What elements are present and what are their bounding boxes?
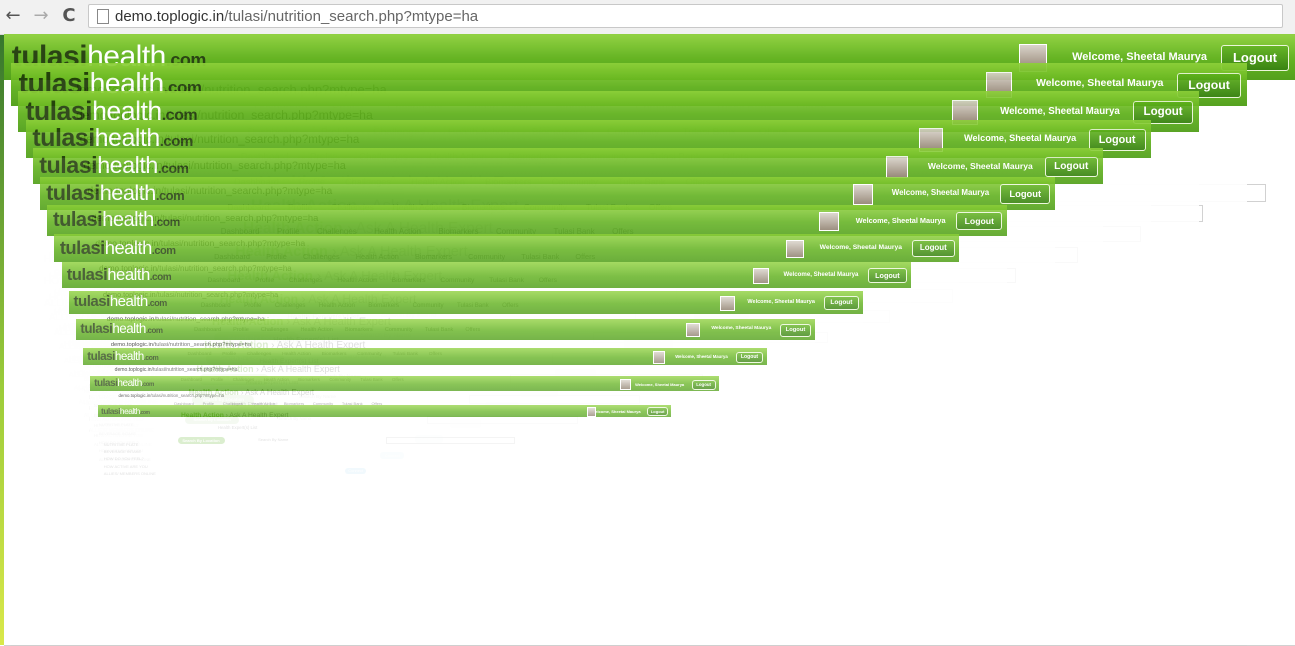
logo-suffix: .com — [156, 188, 184, 203]
logout-button[interactable]: Logout — [780, 324, 811, 337]
site-header: tulasihealth.com Logout Welcome, Sheetal M… — [90, 376, 719, 391]
welcome-text: Welcome, Sheetal Maurya — [635, 382, 684, 387]
logout-button[interactable]: Logout — [824, 296, 859, 310]
welcome-text: Welcome, Sheetal Maurya — [856, 216, 946, 225]
logo-text: tulasi — [46, 180, 100, 205]
logo-text: tulasi — [39, 152, 97, 178]
page-icon — [97, 9, 109, 24]
site-logo[interactable]: tulasihealth.com — [74, 293, 167, 310]
welcome-text: Welcome, Sheetal Maurya — [784, 271, 859, 278]
address-text: demo.toplogic.in/tulasi/nutrition_search… — [119, 393, 225, 398]
logo-text: tulasi — [67, 265, 108, 284]
address-bar[interactable]: demo.toplogic.in/tulasi/nutrition_search… — [88, 4, 1283, 28]
logo-text: tulasi — [53, 209, 102, 231]
logo-text: health — [112, 321, 145, 336]
welcome-text: Welcome, Sheetal Maurya — [964, 133, 1076, 143]
welcome-text: Welcome, Sheetal Maurya — [928, 161, 1033, 171]
address-text: demo.toplogic.in/tulasi/nutrition_search… — [115, 367, 238, 373]
logo-suffix: .com — [140, 410, 150, 416]
logo-suffix: .com — [148, 298, 167, 308]
logout-button[interactable]: Logout — [647, 407, 667, 416]
avatar[interactable] — [786, 240, 804, 258]
logo-text: health — [120, 406, 140, 416]
site-header: tulasihealth.com Logout Welcome, Sheetal M… — [69, 291, 863, 314]
welcome-text: Welcome, Sheetal Maurya — [747, 299, 814, 305]
url-path: /tulasi/nutrition_search.php?mtype=ha — [150, 393, 224, 398]
logo-text: tulasi — [87, 350, 115, 363]
logo-text: tulasi — [94, 378, 117, 389]
avatar[interactable] — [653, 351, 665, 363]
logo-suffix: .com — [142, 382, 154, 388]
logout-button[interactable]: Logout — [956, 212, 1002, 230]
back-icon[interactable]: ← — [2, 5, 24, 27]
logo-text: health — [117, 378, 141, 389]
logout-button[interactable]: Logout — [912, 240, 954, 257]
site-logo[interactable]: tulasihealth.com — [94, 378, 154, 389]
welcome-text: Welcome, Sheetal Maurya — [675, 354, 728, 359]
logo-text: health — [107, 265, 149, 284]
logo-suffix: .com — [154, 215, 180, 229]
site-header: tulasihealth.com Logout Welcome, Sheetal M… — [47, 205, 1007, 236]
logo-text: health — [110, 293, 148, 310]
logo-text: health — [105, 237, 152, 258]
url-path: /tulasi/nutrition_search.php?mtype=ha — [224, 8, 478, 25]
url-domain: demo.toplogic.in — [115, 8, 224, 25]
logo-text: health — [102, 209, 154, 231]
avatar[interactable] — [587, 407, 596, 416]
welcome-text: Welcome, Sheetal Maurya — [1036, 78, 1163, 89]
logo-suffix: .com — [158, 160, 189, 176]
address-text: demo.toplogic.in/tulasi/nutrition_search… — [115, 8, 478, 25]
logo-text: tulasi — [74, 293, 110, 310]
url-domain: demo.toplogic.in — [115, 367, 152, 373]
logo-suffix: .com — [152, 245, 176, 257]
page-frame: tulasihealth.com Logout Welcome, Sheetal M… — [98, 405, 671, 646]
logout-button[interactable]: Logout — [1045, 157, 1098, 178]
forward-icon[interactable]: → — [30, 5, 52, 27]
welcome-text: Welcome, Sheetal Maurya — [892, 188, 989, 197]
logo-suffix: .com — [144, 355, 158, 362]
logo-text: tulasi — [80, 321, 112, 336]
site-header: tulasihealth.com Logout Welcome, Sheetal M… — [76, 319, 815, 340]
url-path: /tulasi/nutrition_search.php?mtype=ha — [152, 367, 238, 373]
url-domain: demo.toplogic.in — [119, 393, 151, 398]
site-logo[interactable]: tulasihealth.com — [39, 152, 188, 179]
logo-suffix: .com — [146, 326, 163, 335]
site-logo[interactable]: tulasihealth.com — [67, 265, 171, 285]
site-logo[interactable]: tulasihealth.com — [60, 237, 176, 259]
reload-icon[interactable]: C — [58, 5, 80, 27]
logo-text: health — [100, 180, 156, 205]
logout-button[interactable]: Logout — [868, 268, 907, 283]
logo-text: health — [97, 152, 158, 178]
logo-text: tulasi — [101, 406, 120, 416]
logo-suffix: .com — [150, 272, 171, 283]
avatar[interactable] — [819, 212, 838, 231]
site-header: tulasihealth.com Logout Welcome, Sheetal M… — [83, 348, 767, 366]
avatar[interactable] — [686, 323, 700, 337]
site-logo[interactable]: tulasihealth.com — [101, 406, 149, 416]
site-header: tulasihealth.com Logout Welcome, Sheetal M… — [54, 234, 959, 262]
welcome-text: Welcome, Sheetal Maurya — [1072, 51, 1207, 63]
avatar[interactable] — [886, 156, 908, 178]
welcome-text: Welcome, Sheetal Maurya — [711, 326, 771, 331]
welcome-text: Welcome, Sheetal Maurya — [1000, 106, 1120, 117]
welcome-text: Welcome, Sheetal Maurya — [592, 409, 641, 414]
avatar[interactable] — [753, 268, 769, 284]
site-logo[interactable]: tulasihealth.com — [46, 180, 184, 206]
logo-text: tulasi — [60, 237, 105, 258]
logo-text: health — [115, 350, 144, 363]
logout-button[interactable]: Logout — [736, 352, 764, 363]
avatar[interactable] — [720, 296, 735, 311]
site-logo[interactable]: tulasihealth.com — [80, 321, 162, 336]
avatar[interactable] — [620, 379, 631, 390]
site-header: tulasihealth.com Logout Welcome, Sheetal M… — [98, 405, 671, 418]
avatar[interactable] — [853, 184, 874, 205]
site-header: tulasihealth.com Logout Welcome, Sheetal M… — [62, 262, 911, 288]
site-logo[interactable]: tulasihealth.com — [53, 209, 180, 232]
browser-toolbar: ← → C demo.toplogic.in/tulasi/nutrition_… — [0, 0, 1295, 35]
site-logo[interactable]: tulasihealth.com — [87, 350, 158, 363]
welcome-text: Welcome, Sheetal Maurya — [820, 244, 902, 251]
logout-button[interactable]: Logout — [692, 380, 716, 390]
logout-button[interactable]: Logout — [1000, 184, 1050, 203]
